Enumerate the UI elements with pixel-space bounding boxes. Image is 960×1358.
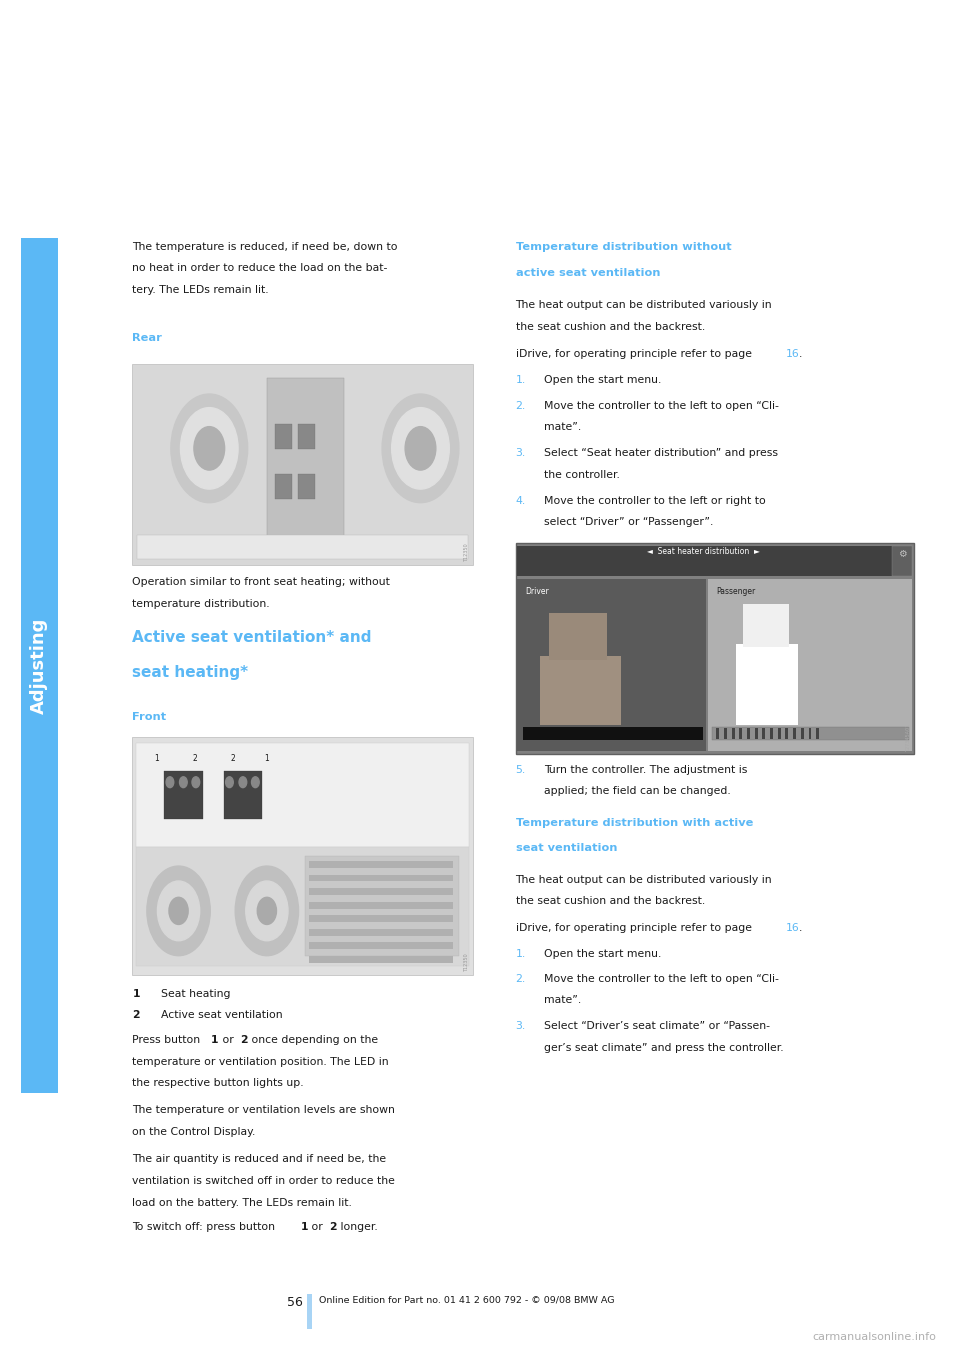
Text: mate”.: mate”.	[544, 422, 582, 432]
Text: 1: 1	[132, 989, 140, 998]
Text: The heat output can be distributed variously in: The heat output can be distributed vario…	[516, 875, 772, 884]
Text: Temperature distribution without: Temperature distribution without	[516, 242, 732, 251]
Text: iDrive, for operating principle refer to page: iDrive, for operating principle refer to…	[516, 923, 755, 933]
Text: seat heating*: seat heating*	[132, 665, 249, 680]
Text: load on the battery. The LEDs remain lit.: load on the battery. The LEDs remain lit…	[132, 1198, 352, 1207]
Text: longer.: longer.	[337, 1222, 377, 1232]
Text: The heat output can be distributed variously in: The heat output can be distributed vario…	[516, 300, 772, 310]
Text: The temperature is reduced, if need be, down to: The temperature is reduced, if need be, …	[132, 242, 398, 251]
Text: Open the start menu.: Open the start menu.	[544, 375, 661, 384]
Text: 3.: 3.	[516, 448, 526, 458]
Text: ventilation is switched off in order to reduce the: ventilation is switched off in order to …	[132, 1176, 396, 1186]
Text: Temperature distribution with active: Temperature distribution with active	[516, 818, 753, 827]
Text: 2: 2	[240, 1035, 248, 1044]
Text: 2.: 2.	[516, 974, 526, 983]
Text: once depending on the: once depending on the	[248, 1035, 378, 1044]
Text: Move the controller to the left to open “Cli-: Move the controller to the left to open …	[544, 974, 780, 983]
Text: mate”.: mate”.	[544, 995, 582, 1005]
Text: 1: 1	[300, 1222, 308, 1232]
Text: or: or	[308, 1222, 326, 1232]
Text: Move the controller to the left or right to: Move the controller to the left or right…	[544, 496, 766, 505]
Text: 2: 2	[193, 754, 197, 763]
Text: the respective button lights up.: the respective button lights up.	[132, 1078, 304, 1088]
Text: Seat heating: Seat heating	[161, 989, 230, 998]
Text: To switch off: press button: To switch off: press button	[132, 1222, 279, 1232]
Text: 3.: 3.	[516, 1021, 526, 1031]
Text: 16: 16	[786, 349, 800, 359]
Text: 1.: 1.	[516, 375, 526, 384]
Text: T12350: T12350	[465, 543, 469, 562]
Text: the controller.: the controller.	[544, 470, 620, 479]
Text: ⚙: ⚙	[898, 549, 907, 558]
Text: 16: 16	[786, 923, 800, 933]
Text: Move the controller to the left to open “Cli-: Move the controller to the left to open …	[544, 401, 780, 410]
Text: .: .	[799, 923, 803, 933]
Text: 2.: 2.	[516, 401, 526, 410]
Text: Open the start menu.: Open the start menu.	[544, 949, 661, 959]
Text: 1: 1	[155, 754, 158, 763]
Text: tery. The LEDs remain lit.: tery. The LEDs remain lit.	[132, 285, 269, 295]
Text: applied; the field can be changed.: applied; the field can be changed.	[544, 786, 732, 796]
Text: The air quantity is reduced and if need be, the: The air quantity is reduced and if need …	[132, 1154, 387, 1164]
Text: T27345A01: T27345A01	[906, 724, 911, 752]
Text: The temperature or ventilation levels are shown: The temperature or ventilation levels ar…	[132, 1105, 396, 1115]
Text: Adjusting: Adjusting	[31, 618, 48, 713]
Text: 2: 2	[132, 1010, 140, 1020]
Text: Select “Driver’s seat climate” or “Passen-: Select “Driver’s seat climate” or “Passe…	[544, 1021, 770, 1031]
Text: Active seat ventilation: Active seat ventilation	[161, 1010, 283, 1020]
Text: active seat ventilation: active seat ventilation	[516, 268, 660, 277]
Text: Online Edition for Part no. 01 41 2 600 792 - © 09/08 BMW AG: Online Edition for Part no. 01 41 2 600 …	[319, 1296, 614, 1305]
Text: Front: Front	[132, 712, 167, 721]
Text: iDrive, for operating principle refer to page: iDrive, for operating principle refer to…	[516, 349, 755, 359]
Text: or: or	[219, 1035, 237, 1044]
Text: 2: 2	[329, 1222, 337, 1232]
Text: 1: 1	[211, 1035, 219, 1044]
Text: T12350: T12350	[465, 953, 469, 972]
Text: 4.: 4.	[516, 496, 526, 505]
Text: ger’s seat climate” and press the controller.: ger’s seat climate” and press the contro…	[544, 1043, 784, 1052]
Text: Turn the controller. The adjustment is: Turn the controller. The adjustment is	[544, 765, 748, 774]
Text: 2: 2	[231, 754, 235, 763]
Text: carmanualsonline.info: carmanualsonline.info	[812, 1332, 936, 1342]
Text: the seat cushion and the backrest.: the seat cushion and the backrest.	[516, 322, 705, 331]
Text: no heat in order to reduce the load on the bat-: no heat in order to reduce the load on t…	[132, 263, 388, 273]
Text: select “Driver” or “Passenger”.: select “Driver” or “Passenger”.	[544, 517, 713, 527]
Text: 1: 1	[265, 754, 269, 763]
Text: Operation similar to front seat heating; without: Operation similar to front seat heating;…	[132, 577, 391, 587]
Text: ◄  Seat heater distribution  ►: ◄ Seat heater distribution ►	[647, 547, 759, 557]
Text: seat ventilation: seat ventilation	[516, 843, 617, 853]
Text: .: .	[799, 349, 803, 359]
Text: the seat cushion and the backrest.: the seat cushion and the backrest.	[516, 896, 705, 906]
Text: temperature distribution.: temperature distribution.	[132, 599, 270, 608]
Text: 1.: 1.	[516, 949, 526, 959]
Text: 5.: 5.	[516, 765, 526, 774]
Text: temperature or ventilation position. The LED in: temperature or ventilation position. The…	[132, 1057, 389, 1066]
Text: Active seat ventilation* and: Active seat ventilation* and	[132, 630, 372, 645]
Text: Passenger: Passenger	[716, 587, 756, 596]
Text: Rear: Rear	[132, 333, 162, 342]
Text: 56: 56	[286, 1296, 302, 1309]
Text: Press button: Press button	[132, 1035, 204, 1044]
Text: on the Control Display.: on the Control Display.	[132, 1127, 256, 1137]
Text: Select “Seat heater distribution” and press: Select “Seat heater distribution” and pr…	[544, 448, 779, 458]
Text: Driver: Driver	[525, 587, 549, 596]
